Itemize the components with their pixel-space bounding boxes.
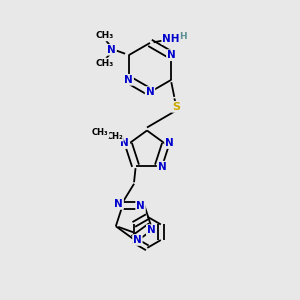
Text: N: N	[124, 75, 133, 85]
Text: N: N	[165, 138, 174, 148]
Text: N: N	[121, 138, 129, 148]
Text: N: N	[133, 235, 142, 245]
Text: N: N	[167, 50, 176, 60]
Text: H: H	[179, 32, 187, 41]
Text: CH₃: CH₃	[92, 128, 109, 137]
Text: CH₃: CH₃	[96, 58, 114, 68]
Text: N: N	[146, 87, 154, 97]
Text: S: S	[172, 102, 180, 112]
Text: NH: NH	[162, 34, 180, 44]
Text: CH₃: CH₃	[96, 32, 114, 40]
Text: N: N	[147, 225, 156, 235]
Text: N: N	[114, 199, 123, 209]
Text: N: N	[136, 201, 145, 212]
Text: N: N	[158, 162, 167, 172]
Text: CH₂: CH₂	[106, 132, 123, 141]
Text: N: N	[107, 45, 116, 55]
